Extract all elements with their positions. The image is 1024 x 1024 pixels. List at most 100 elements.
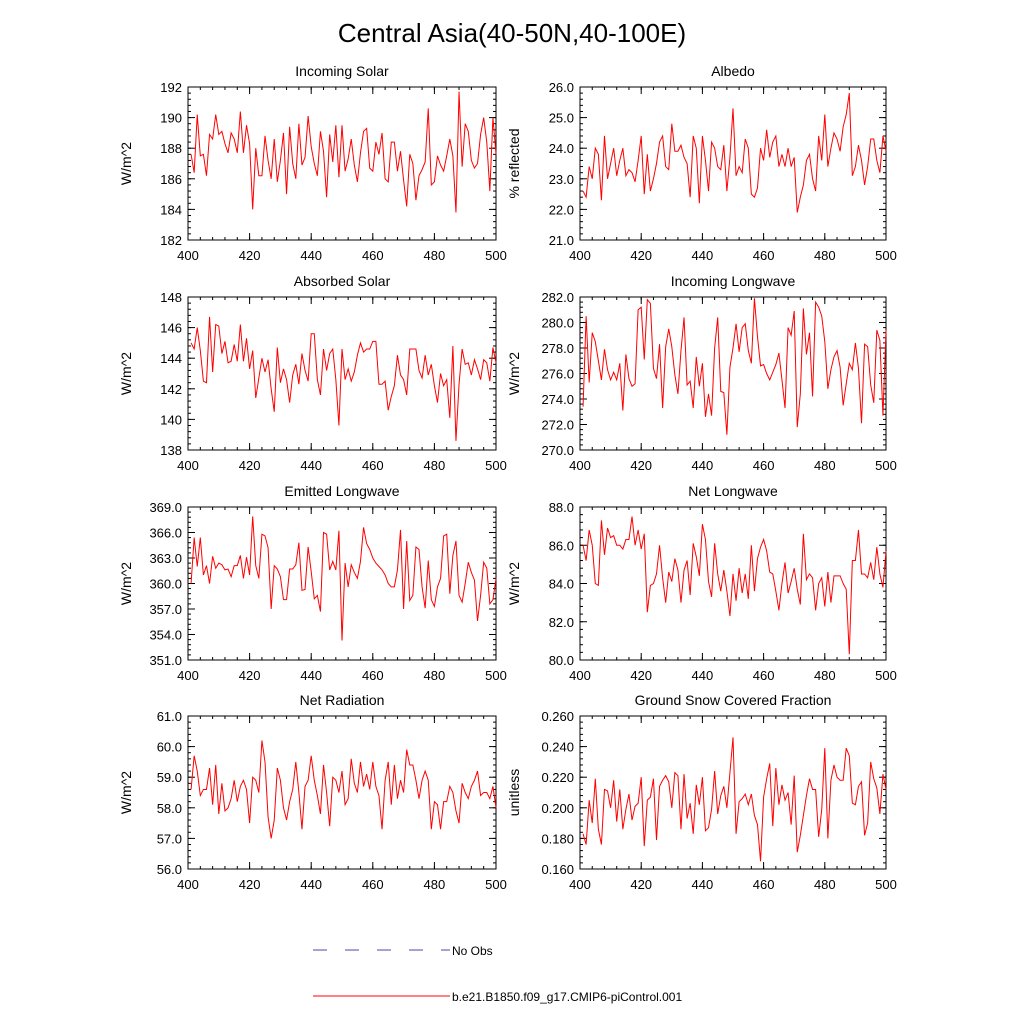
x-tick-label: 480: [424, 877, 446, 892]
x-tick-label: 440: [300, 458, 322, 473]
panel-1: Incoming Solar W/m^2 400 420 440 460 480 500 182…: [118, 63, 507, 263]
y-tick-label: 272.0: [541, 418, 574, 433]
x-tick-label: 420: [630, 248, 652, 263]
x-tick-label: 440: [692, 248, 714, 263]
y-tick-label: 25.0: [549, 111, 574, 126]
series-line: [190, 91, 497, 213]
y-tick-label: 86.0: [549, 538, 574, 553]
panel-8: Ground Snow Covered Fraction unitless 400 4…: [506, 692, 897, 892]
x-tick-label: 420: [630, 877, 652, 892]
x-tick-label: 440: [692, 458, 714, 473]
y-tick-label: 182: [160, 233, 182, 248]
x-tick-label: 400: [569, 248, 591, 263]
panel-title: Albedo: [711, 63, 755, 79]
y-tick-label: 276.0: [541, 367, 574, 382]
x-tick-label: 400: [569, 668, 591, 683]
y-tick-label: 0.160: [541, 862, 574, 877]
y-tick-label: 0.260: [541, 709, 574, 724]
y-tick-label: 144: [160, 351, 182, 366]
plot-frame: [187, 86, 497, 241]
x-tick-label: 480: [814, 248, 836, 263]
y-tick-label: 88.0: [549, 500, 574, 515]
x-tick-label: 460: [753, 458, 775, 473]
x-tick-label: 420: [239, 668, 261, 683]
panel-2: Albedo % reflected 400 420 440 460 480 500 21.0 2…: [506, 63, 897, 263]
y-axis-label: W/m^2: [118, 142, 134, 185]
panel-4: Incoming Longwave W/m^2 400 420 440 460 480 500…: [506, 273, 897, 473]
y-tick-label: 142: [160, 382, 182, 397]
y-tick-label: 24.0: [549, 141, 574, 156]
y-tick-label: 138: [160, 443, 182, 458]
y-tick-label: 21.0: [549, 233, 574, 248]
y-tick-label: 363.0: [149, 551, 182, 566]
y-tick-label: 186: [160, 172, 182, 187]
y-tick-label: 60.0: [157, 740, 182, 755]
x-tick-label: 400: [177, 248, 199, 263]
panel-title: Net Longwave: [688, 483, 778, 499]
x-tick-label: 440: [692, 877, 714, 892]
y-tick-label: 192: [160, 80, 182, 95]
panel-title: Absorbed Solar: [294, 273, 391, 289]
series-line: [582, 298, 887, 435]
y-tick-label: 59.0: [157, 770, 182, 785]
y-tick-label: 0.180: [541, 831, 574, 846]
y-tick-label: 270.0: [541, 443, 574, 458]
y-tick-label: 0.240: [541, 740, 574, 755]
y-tick-label: 278.0: [541, 341, 574, 356]
panel-5: Emitted Longwave W/m^2 400 420 440 460 480 500 3…: [118, 483, 507, 683]
x-tick-label: 460: [753, 877, 775, 892]
y-tick-label: 184: [160, 202, 182, 217]
plot-frame: [579, 715, 887, 870]
y-tick-label: 82.0: [549, 615, 574, 630]
x-tick-label: 440: [300, 248, 322, 263]
x-tick-label: 460: [362, 668, 384, 683]
y-tick-label: 26.0: [549, 80, 574, 95]
y-tick-label: 366.0: [149, 526, 182, 541]
x-tick-label: 500: [875, 248, 897, 263]
x-tick-label: 420: [630, 668, 652, 683]
y-tick-label: 357.0: [149, 602, 182, 617]
y-tick-label: 190: [160, 111, 182, 126]
x-tick-label: 500: [875, 458, 897, 473]
x-tick-label: 460: [753, 668, 775, 683]
x-tick-label: 440: [300, 668, 322, 683]
y-axis-label: W/m^2: [506, 352, 522, 395]
y-tick-label: 282.0: [541, 290, 574, 305]
y-tick-label: 354.0: [149, 628, 182, 643]
panel-title: Incoming Solar: [295, 63, 389, 79]
legend-model-label: b.e21.B1850.f09_g17.CMIP6-piControl.001: [452, 990, 682, 1004]
series-line: [582, 93, 887, 213]
x-tick-label: 460: [753, 248, 775, 263]
x-tick-label: 420: [239, 458, 261, 473]
panels: Incoming Solar W/m^2 400 420 440 460 480 500 182…: [118, 63, 897, 892]
x-tick-label: 500: [485, 877, 507, 892]
y-tick-label: 84.0: [549, 577, 574, 592]
y-tick-label: 61.0: [157, 709, 182, 724]
y-tick-label: 148: [160, 290, 182, 305]
x-tick-label: 400: [569, 458, 591, 473]
y-tick-label: 140: [160, 412, 182, 427]
x-tick-label: 480: [814, 458, 836, 473]
y-axis-label: unitless: [506, 769, 522, 816]
panel-title: Ground Snow Covered Fraction: [635, 692, 832, 708]
plot-frame: [579, 86, 887, 241]
x-tick-label: 420: [630, 458, 652, 473]
y-tick-label: 351.0: [149, 653, 182, 668]
y-tick-label: 58.0: [157, 801, 182, 816]
x-tick-label: 480: [814, 877, 836, 892]
y-tick-label: 22.0: [549, 202, 574, 217]
x-tick-label: 460: [362, 877, 384, 892]
x-tick-label: 500: [875, 668, 897, 683]
plot-frame: [187, 296, 497, 451]
x-tick-label: 400: [177, 877, 199, 892]
y-axis-label: W/m^2: [118, 352, 134, 395]
y-tick-label: 80.0: [549, 653, 574, 668]
y-axis-label: W/m^2: [118, 562, 134, 605]
y-tick-label: 57.0: [157, 831, 182, 846]
x-tick-label: 480: [424, 248, 446, 263]
panel-title: Emitted Longwave: [284, 483, 399, 499]
y-tick-label: 280.0: [541, 316, 574, 331]
x-tick-label: 440: [692, 668, 714, 683]
x-tick-label: 440: [300, 877, 322, 892]
